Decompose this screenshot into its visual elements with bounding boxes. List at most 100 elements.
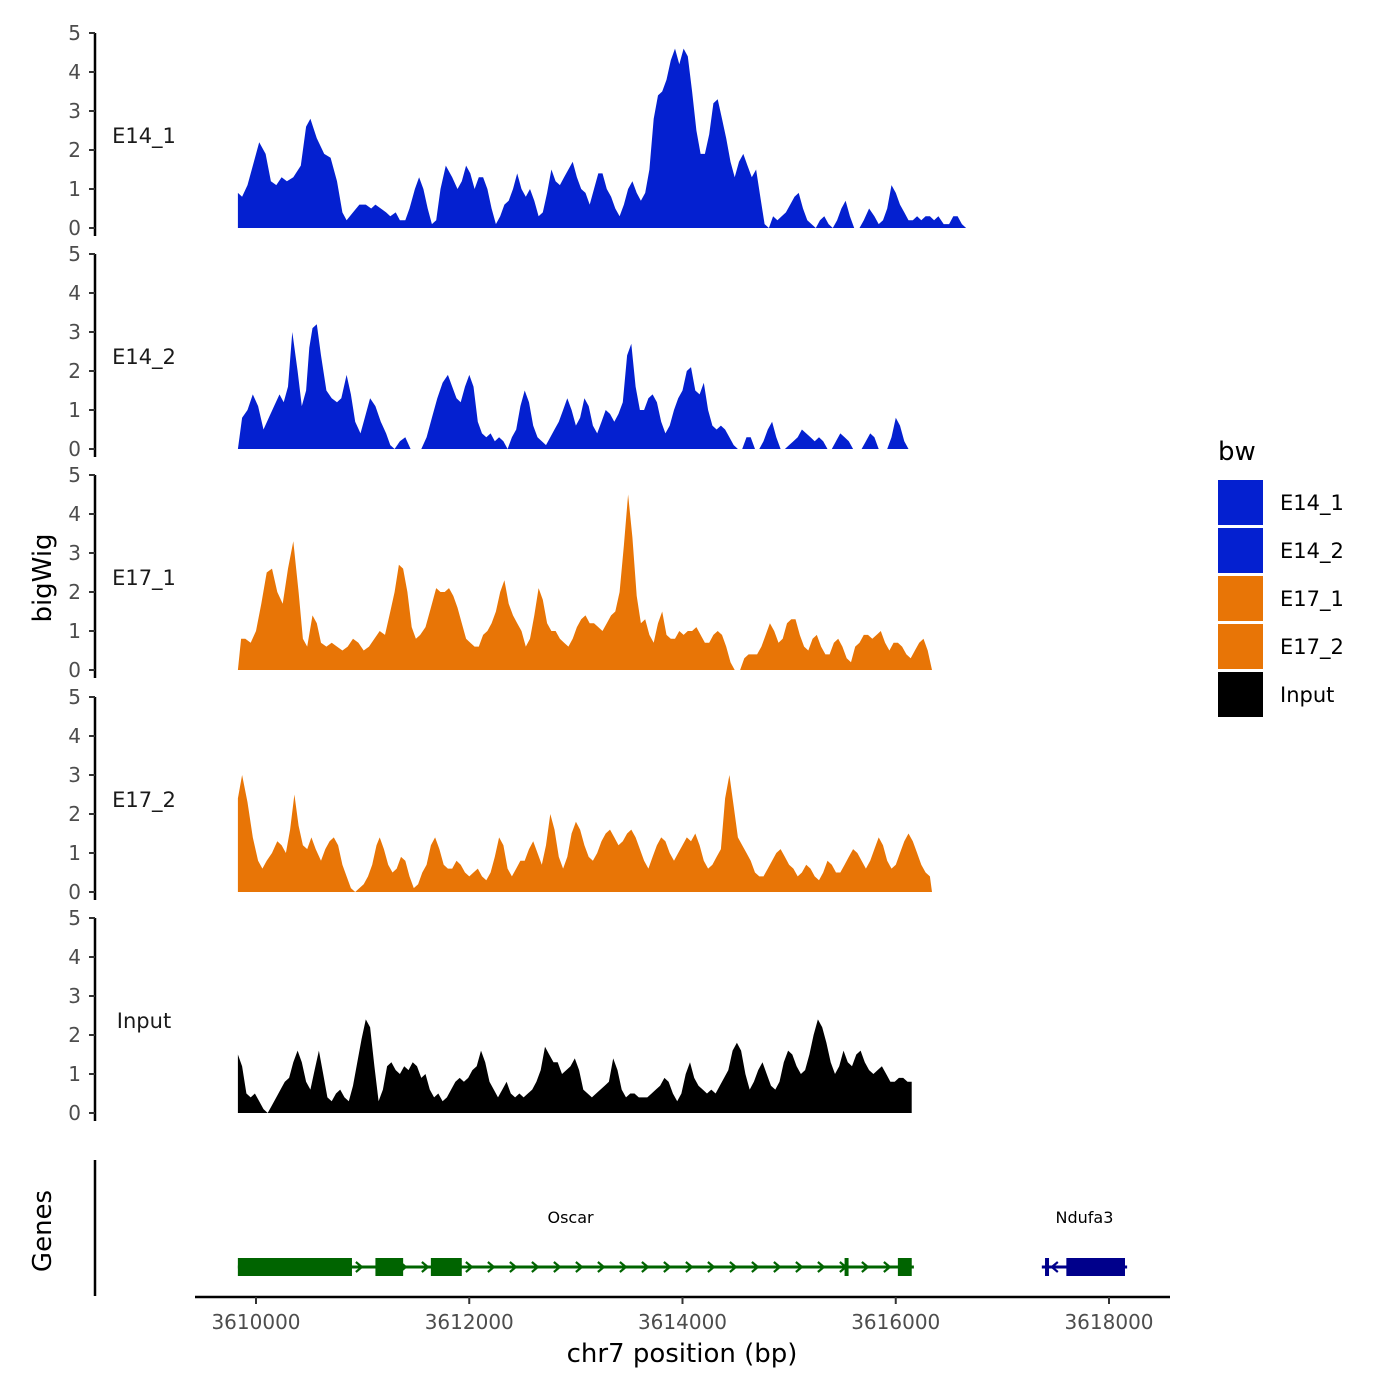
gene-ndufa3: Ndufa3 [1041,1208,1128,1276]
strand-arrow [509,1261,518,1273]
y-tick-label: 1 [68,398,81,422]
track-e17-1: 0 1 2 3 4 5 E17_1 [68,463,932,682]
strand-arrow [597,1261,606,1273]
y-tick-label: 4 [68,945,81,969]
x-tick-label: 3616000 [851,1310,940,1334]
y-tick-label: 5 [68,242,81,266]
y-axis-title: bigWig [28,533,58,622]
x-tick-label: 3610000 [211,1310,300,1334]
legend-label: E17_2 [1280,635,1344,660]
strand-arrow [1050,1261,1059,1273]
exon [430,1258,462,1276]
strand-arrow [619,1261,628,1273]
y-tick-label: 2 [68,802,81,826]
y-tick-label: 0 [68,880,81,904]
y-tick-label: 5 [68,463,81,487]
y-tick-label: 0 [68,658,81,682]
y-tick-label: 1 [68,1062,81,1086]
y-tick-label: 3 [68,99,81,123]
y-tick-label: 4 [68,60,81,84]
y-tick-label: 3 [68,320,81,344]
strand-arrow [707,1261,716,1273]
legend-title: bw [1218,437,1256,467]
strand-arrow [795,1261,804,1273]
x-tick-label: 3614000 [638,1310,727,1334]
exon [1045,1258,1050,1276]
area-e14-2 [237,324,913,449]
gene-label: Ndufa3 [1056,1208,1114,1227]
exon [897,1258,912,1276]
y-tick-label: 5 [68,906,81,930]
legend-swatch [1218,624,1263,669]
track-label: E14_1 [112,124,176,149]
strand-arrow [861,1261,870,1273]
strand-arrow [817,1261,826,1273]
tracks-layer: 0 1 2 3 4 5 E14_1 0 1 2 3 4 5 E14_2 0 1 2 3 4 5 E17_1 0 1 2 3 4 5 E… [68,21,967,1125]
track-label: Input [117,1009,171,1033]
y-tick-label: 2 [68,1023,81,1047]
legend-label: E14_2 [1280,539,1344,564]
strand-arrow [729,1261,738,1273]
y-tick-label: 3 [68,984,81,1008]
x-axis-title: chr7 position (bp) [567,1339,798,1369]
legend-swatch [1218,480,1263,525]
y-tick-label: 0 [68,216,81,240]
exon [1066,1258,1125,1276]
y-tick-label: 1 [68,841,81,865]
y-tick-label: 1 [68,619,81,643]
legend-label: E14_1 [1280,491,1344,516]
strand-arrow [883,1261,892,1273]
y-tick-label: 4 [68,502,81,526]
strand-arrow [663,1261,672,1273]
strand-arrow [751,1261,760,1273]
gene-oscar: Oscar [237,1208,914,1276]
exon [844,1258,849,1276]
track-label: E17_1 [112,566,176,591]
track-label: E14_2 [112,345,176,370]
strand-arrow [641,1261,650,1273]
strand-arrow [553,1261,562,1273]
legend-label: E17_1 [1280,587,1344,612]
legend-swatch [1218,576,1263,621]
legend-swatch [1218,672,1263,717]
track-e14-2: 0 1 2 3 4 5 E14_2 [68,242,913,461]
track-input: 0 1 2 3 4 5 Input [68,906,912,1125]
y-tick-label: 2 [68,359,81,383]
strand-arrow [487,1261,496,1273]
gene-label: Oscar [547,1208,594,1227]
y-tick-label: 5 [68,685,81,709]
y-tick-label: 2 [68,138,81,162]
y-tick-label: 1 [68,177,81,201]
area-input [237,1019,912,1113]
y-tick-label: 4 [68,281,81,305]
track-label: E17_2 [112,788,176,813]
y-tick-label: 4 [68,724,81,748]
x-tick-label: 3612000 [425,1310,514,1334]
y-tick-label: 2 [68,580,81,604]
strand-arrow [773,1261,782,1273]
y-tick-label: 0 [68,1101,81,1125]
track-e17-2: 0 1 2 3 4 5 E17_2 [68,685,932,904]
strand-arrow [421,1261,430,1273]
x-tick-label: 3618000 [1064,1310,1153,1334]
genes-axis-title: Genes [28,1190,58,1272]
x-axis: 3610000 3612000 3614000 3616000 3618000 [195,1295,1170,1334]
legend-swatch [1218,528,1263,573]
strand-arrow [465,1261,474,1273]
strand-arrow [685,1261,694,1273]
y-tick-label: 3 [68,541,81,565]
legend-label: Input [1280,683,1334,707]
track-e14-1: 0 1 2 3 4 5 E14_1 [68,21,967,240]
y-tick-label: 5 [68,21,81,45]
y-tick-label: 3 [68,763,81,787]
area-e17-2 [237,775,932,892]
area-e14-1 [237,48,967,228]
genes-layer: Oscar Ndufa3 [93,1160,1128,1296]
strand-arrow [355,1261,364,1273]
strand-arrow [575,1261,584,1273]
strand-arrow [531,1261,540,1273]
exon [237,1258,352,1276]
area-e17-1 [237,494,932,670]
exon [375,1258,404,1276]
